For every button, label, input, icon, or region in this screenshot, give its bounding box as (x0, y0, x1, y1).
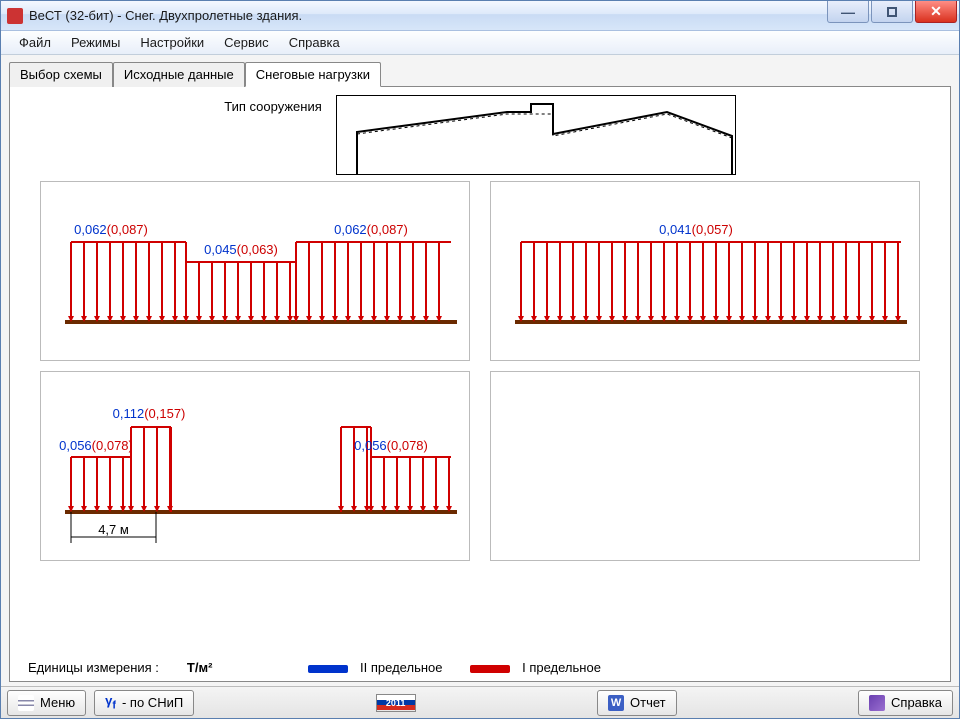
titlebar: ВеСТ (32-бит) - Снег. Двухпролетные здан… (1, 1, 959, 31)
units-label: Единицы измерения : (28, 660, 159, 675)
minimize-button[interactable]: — (827, 1, 869, 23)
svg-text:0,041(0,057): 0,041(0,057) (659, 222, 733, 237)
app-icon (7, 8, 23, 24)
structure-svg (337, 96, 736, 175)
diagram-2-svg: 0,041(0,057) (491, 182, 921, 362)
legend-item-2: I предельное (470, 660, 600, 675)
window-title: ВеСТ (32-бит) - Снег. Двухпролетные здан… (29, 8, 302, 23)
tabstrip: Выбор схемы Исходные данные Снеговые наг… (9, 61, 951, 86)
svg-text:4,7 м: 4,7 м (98, 522, 129, 537)
svg-text:0,056(0,078): 0,056(0,078) (59, 438, 133, 453)
tab-scheme[interactable]: Выбор схемы (9, 62, 113, 87)
diagram-4 (490, 371, 920, 561)
body: Выбор схемы Исходные данные Снеговые наг… (1, 55, 959, 686)
menubar: Файл Режимы Настройки Сервис Справка (1, 31, 959, 55)
svg-text:0,062(0,087): 0,062(0,087) (334, 222, 408, 237)
app-window: ВеСТ (32-бит) - Снег. Двухпролетные здан… (0, 0, 960, 719)
flag-year-icon: 2011 (376, 694, 416, 712)
svg-text:0,112(0,157): 0,112(0,157) (113, 406, 186, 421)
svg-text:0,056(0,078): 0,056(0,078) (354, 438, 428, 453)
report-button[interactable]: W Отчет (597, 690, 677, 716)
tab-source-data[interactable]: Исходные данные (113, 62, 245, 87)
book-icon (869, 695, 885, 711)
legend-swatch-1 (308, 665, 348, 673)
diagram-3-svg: 0,056(0,078) 0,112(0,157) 0,056(0,078) 4,7 … (41, 372, 471, 562)
diagram-1-svg: 0,062(0,087) 0,045(0,063) 0,062(0,087) (41, 182, 471, 362)
menu-button-label: Меню (40, 695, 75, 710)
help-button-label: Справка (891, 695, 942, 710)
legend-item-1: II предельное (308, 660, 442, 675)
tab-snow-loads[interactable]: Снеговые нагрузки (245, 62, 381, 87)
menu-icon (18, 695, 34, 711)
menu-button[interactable]: Меню (7, 690, 86, 716)
window-buttons: — ✕ (827, 1, 957, 23)
snip-button-label: - по СНиП (122, 695, 183, 710)
bottombar: Меню γf - по СНиП 2011 W Отчет Справка (1, 686, 959, 718)
legend-swatch-2 (470, 665, 510, 673)
maximize-button[interactable] (871, 1, 913, 23)
diagram-1: 0,062(0,087) 0,045(0,063) 0,062(0,087) (40, 181, 470, 361)
diagram-2: 0,041(0,057) (490, 181, 920, 361)
menu-file[interactable]: Файл (9, 32, 61, 53)
report-button-label: Отчет (630, 695, 666, 710)
structure-type-row: Тип сооружения (20, 95, 940, 175)
legend-label-2: I предельное (522, 660, 601, 675)
units-value: Т/м² (187, 660, 213, 675)
flag-year-text: 2011 (377, 698, 415, 708)
diagram-grid: 0,062(0,087) 0,045(0,063) 0,062(0,087) 0,0… (20, 181, 940, 654)
menu-help[interactable]: Справка (279, 32, 350, 53)
legend: Единицы измерения : Т/м² II предельное I… (20, 654, 940, 677)
menu-service[interactable]: Сервис (214, 32, 279, 53)
legend-label-1: II предельное (360, 660, 442, 675)
snip-button[interactable]: γf - по СНиП (94, 690, 194, 716)
help-button[interactable]: Справка (858, 690, 953, 716)
close-button[interactable]: ✕ (915, 1, 957, 23)
menu-settings[interactable]: Настройки (130, 32, 214, 53)
gamma-f-icon: γf (105, 693, 116, 712)
structure-type-label: Тип сооружения (224, 95, 322, 114)
structure-preview[interactable] (336, 95, 736, 175)
word-icon: W (608, 695, 624, 711)
svg-text:0,062(0,087): 0,062(0,087) (74, 222, 148, 237)
menu-modes[interactable]: Режимы (61, 32, 130, 53)
tabpanel-snow-loads: Тип сооружения 0,062(0,087)0,045(0,063)0… (9, 86, 951, 682)
svg-text:0,045(0,063): 0,045(0,063) (204, 242, 278, 257)
diagram-3: 0,056(0,078) 0,112(0,157) 0,056(0,078) 4,7 … (40, 371, 470, 561)
